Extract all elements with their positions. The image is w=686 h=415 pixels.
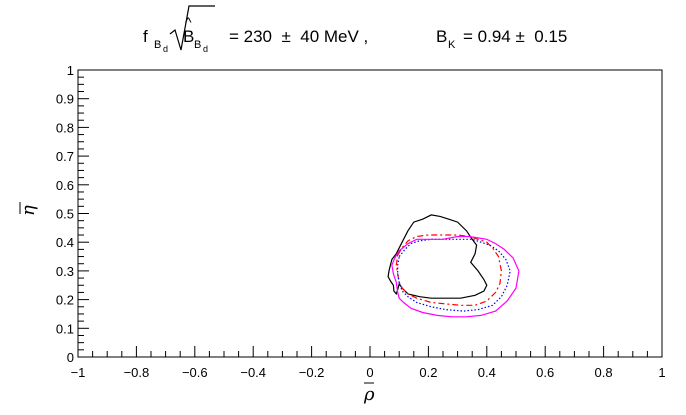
x-tick-label: 0.6 [536,365,554,380]
y-tick-label: 0.9 [56,92,74,107]
title-b-subsub: d [203,44,208,54]
title-bk-value: = 0.94 ± 0.15 [463,27,567,46]
y-tick-label: 1 [67,63,74,78]
y-axis-label-group: η [18,202,39,216]
x-tick-label: −0.2 [299,365,325,380]
y-tick-label: 0.5 [56,207,74,222]
title-f: f [143,27,148,46]
contour-solid-0 [387,214,488,299]
contour-dashed-1 [395,234,503,306]
title-bk-sub: K [448,39,456,51]
x-axis-label: ρ [363,384,375,405]
x-tick-label: 0.8 [595,365,613,380]
x-tick-label: −1 [71,365,86,380]
x-axis-label-group: ρ [363,382,375,405]
y-tick-label: 0.7 [56,149,74,164]
x-tick-label: −0.8 [124,365,150,380]
chart-title: f B d ^ B B d = 230 ± 40 MeV , B K = 0.9… [143,5,567,54]
title-b-hat: B [183,27,194,46]
sqrt-sign [169,5,215,51]
y-tick-label: 0.4 [56,235,74,250]
plot-frame [77,69,663,358]
hat-symbol: ^ [185,14,192,30]
y-tick-label: 0 [67,350,74,365]
x-tick-label: 0 [366,365,373,380]
x-tick-label: 0.2 [419,365,437,380]
title-b-sub: B [194,39,201,51]
y-axis-label: η [18,205,39,216]
contour-solid-3 [391,235,520,318]
x-tick-label: −0.4 [240,365,266,380]
title-bk-label: B [436,27,447,46]
contour-dotted-2 [397,238,511,312]
y-tick-label: 0.6 [56,178,74,193]
x-tick-labels: −1 −0.8 −0.6 −0.4 −0.2 0 0.2 0.4 0.6 0.8 1 [71,365,666,380]
title-f-sub: B [154,39,161,51]
y-tick-label: 0.3 [56,264,74,279]
y-tick-labels: 0 0.1 0.2 0.3 0.4 0.5 0.6 0.7 0.8 0.9 1 [56,63,74,365]
title-value: = 230 ± 40 MeV , [229,27,368,46]
y-tick-label: 0.2 [56,293,74,308]
axis-ticks [77,69,663,358]
y-tick-label: 0.1 [56,321,74,336]
title-f-subsub: d [163,44,168,54]
contour-curves [387,214,520,318]
x-tick-label: 0.4 [478,365,496,380]
y-tick-label: 0.8 [56,120,74,135]
x-tick-label: 1 [658,365,665,380]
x-tick-label: −0.6 [182,365,208,380]
